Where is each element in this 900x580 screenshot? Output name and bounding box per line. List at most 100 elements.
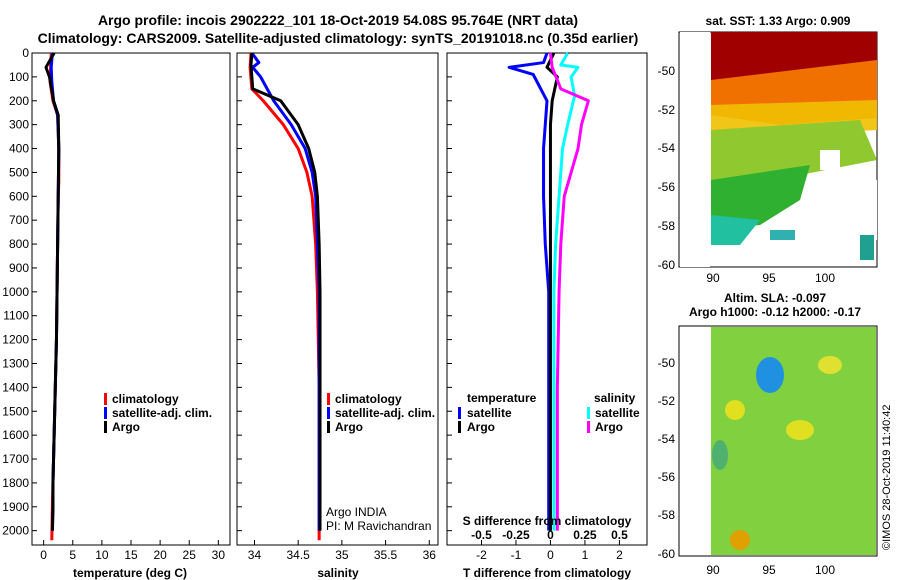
x-tick-label: -1 xyxy=(511,548,522,562)
annotation-argo-india: Argo INDIA xyxy=(326,505,387,519)
sst-map xyxy=(678,31,878,268)
series-line-salinity-satellite xyxy=(552,52,580,531)
difference-xlabel: T difference from climatology xyxy=(463,566,631,580)
s-tick-label: 0 xyxy=(547,528,554,542)
sst-land-mask xyxy=(820,150,840,170)
s-tick-label: -0.5 xyxy=(471,528,492,542)
sst-ytick: -50 xyxy=(658,64,676,78)
x-tick-label: 5 xyxy=(69,548,76,562)
sla-map-title-2: Argo h1000: -0.12 h2000: -0.17 xyxy=(689,305,861,319)
legend-t-satellite-swatch xyxy=(458,407,461,419)
y-tick-label: 1000 xyxy=(2,285,29,299)
salinity-panel: 34 34.5 35 35.5 36 xyxy=(236,52,439,562)
legend-satellite-swatch xyxy=(327,407,330,419)
y-tick-label: 300 xyxy=(9,118,29,132)
sst-patch xyxy=(770,230,795,240)
x-tick-label: 10 xyxy=(95,548,109,562)
y-tick-label: 600 xyxy=(9,189,29,203)
temperature-xlabel: temperature (deg C) xyxy=(73,566,187,580)
legend-argo-swatch xyxy=(327,421,330,433)
y-tick-label: 1800 xyxy=(2,476,29,490)
y-tick-label: 500 xyxy=(9,165,29,179)
s-tick-label: 0.5 xyxy=(611,528,628,542)
sla-ytick: -52 xyxy=(658,394,676,408)
difference-legend: temperature satellite Argo salinity sate… xyxy=(458,391,640,434)
y-tick-label: 900 xyxy=(9,261,29,275)
temperature-panel: 0 5 10 15 20 25 300100200300400500600700800900… xyxy=(2,46,231,562)
difference-xlabel-top: S difference from climatology xyxy=(463,514,632,528)
x-tick-label: 30 xyxy=(212,548,226,562)
x-tick-label: -2 xyxy=(476,548,487,562)
plot-frame xyxy=(446,52,648,546)
legend-argo: Argo xyxy=(112,420,140,434)
watermark: ©IMOS 28-Oct-2019 11:40:42 xyxy=(881,405,893,550)
legend-climatology-swatch xyxy=(327,393,330,405)
sla-low-anomaly xyxy=(712,440,728,470)
sla-ytick: -60 xyxy=(658,547,676,561)
plot-frame xyxy=(236,52,439,546)
x-tick-label: 34 xyxy=(248,548,262,562)
legend-s-argo: Argo xyxy=(595,420,623,434)
sst-xtick: 95 xyxy=(762,271,776,285)
y-tick-label: 1500 xyxy=(2,404,29,418)
y-tick-label: 1200 xyxy=(2,333,29,347)
y-tick-label: 400 xyxy=(9,142,29,156)
sla-xtick: 100 xyxy=(815,563,835,577)
x-tick-label: 36 xyxy=(423,548,437,562)
y-tick-label: 1600 xyxy=(2,428,29,442)
sst-ytick: -56 xyxy=(658,180,676,194)
x-tick-label: 1 xyxy=(582,548,589,562)
sla-high-anomaly xyxy=(818,356,842,374)
sst-ytick: -52 xyxy=(658,103,676,117)
sla-ytick: -54 xyxy=(658,432,676,446)
x-tick-label: 20 xyxy=(153,548,167,562)
sst-ytick: -54 xyxy=(658,141,676,155)
salinity-xlabel: salinity xyxy=(317,566,359,580)
sla-field xyxy=(711,327,876,555)
y-tick-label: 2000 xyxy=(2,524,29,538)
title-line-2: Climatology: CARS2009. Satellite-adjuste… xyxy=(38,30,639,46)
sla-ytick: -56 xyxy=(658,470,676,484)
sla-high-anomaly xyxy=(730,530,750,550)
x-tick-label: 2 xyxy=(616,548,623,562)
x-tick-label: 25 xyxy=(183,548,197,562)
sst-xtick: 90 xyxy=(706,271,720,285)
series-line-satellite-adj-clim- xyxy=(250,52,321,531)
y-tick-label: 700 xyxy=(9,213,29,227)
legend-t-argo: Argo xyxy=(467,420,495,434)
legend-salinity-title: salinity xyxy=(594,391,636,405)
y-tick-label: 100 xyxy=(9,70,29,84)
legend-climatology-swatch xyxy=(104,393,107,405)
sst-xtick: 100 xyxy=(815,271,835,285)
sst-ytick: -60 xyxy=(658,258,676,272)
legend-s-argo-swatch xyxy=(587,421,590,433)
annotation-pi: PI: M Ravichandran xyxy=(326,519,431,533)
plot-frame xyxy=(31,52,231,546)
sla-high-anomaly xyxy=(786,420,814,440)
series-line-temperature-satellite xyxy=(507,52,551,531)
legend-temperature-title: temperature xyxy=(467,391,537,405)
sla-xtick: 95 xyxy=(762,563,776,577)
x-tick-label: 0 xyxy=(547,548,554,562)
series-line-argo xyxy=(249,52,322,531)
y-tick-label: 1900 xyxy=(2,500,29,514)
legend-s-satellite-swatch xyxy=(587,407,590,419)
x-tick-label: 15 xyxy=(124,548,138,562)
difference-panel: -2 -1 0 1 2 -0.5 -0.25 0 0.25 0.5 xyxy=(446,52,648,562)
legend-climatology: climatology xyxy=(112,392,179,406)
s-tick-label: 0.25 xyxy=(573,528,597,542)
y-tick-label: 0 xyxy=(22,46,29,60)
temperature-legend: climatology satellite-adj. clim. Argo xyxy=(104,392,212,434)
s-tick-label: -0.25 xyxy=(502,528,530,542)
series-line-salinity-argo xyxy=(548,52,590,531)
x-tick-label: 35 xyxy=(335,548,349,562)
sla-ytick: -50 xyxy=(658,356,676,370)
legend-s-satellite: satellite xyxy=(595,406,640,420)
y-tick-label: 1700 xyxy=(2,452,29,466)
sst-field-green xyxy=(711,165,810,230)
y-tick-label: 200 xyxy=(9,94,29,108)
salinity-legend: climatology satellite-adj. clim. Argo Ar… xyxy=(326,392,435,533)
legend-satellite: satellite-adj. clim. xyxy=(112,406,212,420)
sst-field-teal xyxy=(711,215,760,245)
